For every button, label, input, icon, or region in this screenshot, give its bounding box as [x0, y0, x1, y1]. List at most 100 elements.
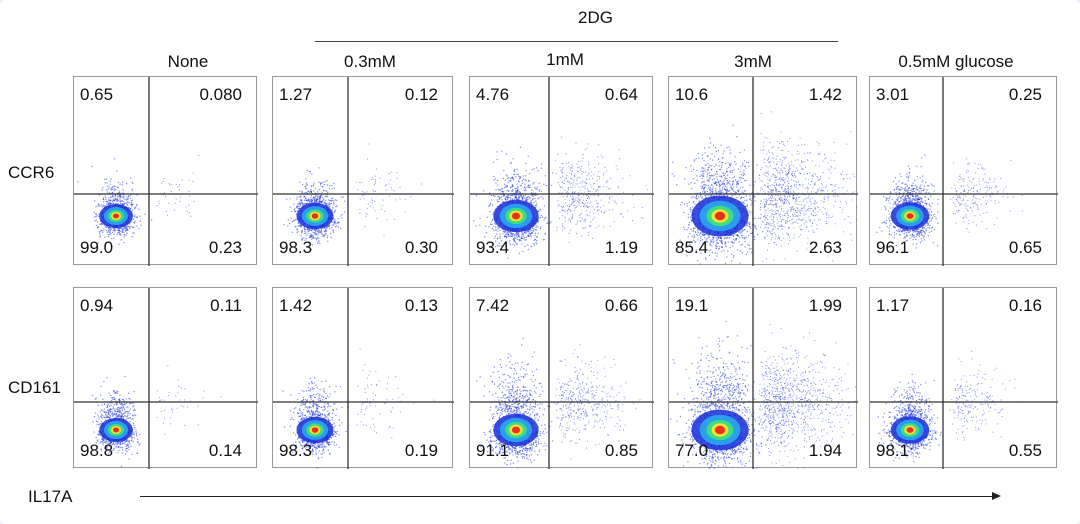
event-dot — [729, 184, 731, 186]
event-dot — [711, 169, 713, 171]
event-dot — [498, 242, 500, 244]
event-dot — [535, 194, 537, 196]
event-dot — [336, 225, 338, 227]
event-dot — [523, 178, 525, 180]
event-dot — [101, 206, 103, 208]
event-dot — [571, 167, 573, 169]
event-dot — [117, 229, 119, 231]
event-dot — [715, 188, 717, 190]
event-dot — [132, 203, 134, 205]
event-dot — [99, 235, 101, 237]
event-dot — [573, 201, 575, 203]
event-dot — [608, 202, 610, 204]
event-dot — [725, 170, 728, 172]
event-dot — [513, 173, 515, 175]
event-dot — [590, 226, 592, 227]
event-dot — [310, 192, 312, 194]
event-dot — [603, 172, 605, 174]
event-dot — [132, 218, 135, 220]
event-dot — [686, 205, 688, 207]
event-dot — [601, 211, 603, 213]
event-dot — [314, 229, 316, 231]
event-dot — [113, 227, 115, 229]
event-dot — [522, 175, 525, 177]
event-dot — [579, 220, 581, 222]
event-dot — [632, 194, 634, 196]
event-dot — [571, 202, 573, 204]
event-dot — [327, 225, 329, 227]
event-dot — [760, 200, 762, 202]
event-dot — [507, 182, 509, 184]
event-dot — [736, 181, 738, 183]
event-dot — [718, 186, 721, 188]
event-dot — [537, 226, 539, 228]
event-dot — [699, 175, 701, 177]
event-dot — [539, 216, 541, 219]
event-dot — [573, 182, 575, 184]
event-dot — [117, 227, 119, 229]
event-dot — [515, 192, 517, 194]
event-dot — [484, 236, 486, 238]
event-dot — [117, 181, 120, 183]
event-dot — [323, 231, 325, 233]
event-dot — [306, 169, 308, 171]
event-dot — [515, 191, 517, 193]
event-dot — [722, 161, 724, 164]
event-dot — [754, 227, 756, 229]
event-dot — [587, 231, 589, 233]
event-dot — [690, 182, 692, 184]
event-dot — [721, 164, 723, 166]
event-dot — [515, 189, 517, 191]
event-dot — [723, 150, 725, 152]
event-dot — [316, 198, 318, 200]
event-dot — [535, 242, 537, 244]
event-dot — [726, 188, 728, 190]
event-dot — [534, 239, 536, 241]
event-dot — [720, 236, 722, 238]
event-dot — [642, 207, 643, 208]
event-dot — [314, 201, 316, 203]
event-dot — [721, 162, 723, 164]
event-dot — [604, 167, 606, 168]
event-dot — [301, 238, 303, 241]
event-dot — [578, 194, 580, 196]
event-dot — [316, 230, 318, 232]
event-dot — [518, 175, 520, 178]
event-dot — [175, 198, 177, 200]
event-dot — [572, 195, 574, 197]
event-dot — [689, 233, 691, 235]
event-dot — [319, 242, 321, 244]
event-dot — [319, 230, 321, 233]
event-dot — [574, 204, 576, 206]
event-dot — [189, 212, 190, 213]
event-dot — [598, 144, 600, 146]
event-dot — [483, 190, 485, 192]
event-dot — [124, 229, 127, 231]
event-dot — [541, 163, 543, 165]
event-dot — [110, 178, 112, 180]
event-dot — [374, 210, 376, 212]
event-dot — [703, 181, 705, 183]
event-dot — [557, 182, 559, 183]
event-dot — [294, 210, 296, 212]
event-dot — [109, 234, 111, 236]
event-dot — [130, 200, 132, 202]
event-dot — [318, 229, 321, 231]
event-dot — [514, 244, 516, 246]
event-dot — [543, 183, 545, 185]
event-dot — [495, 229, 497, 231]
event-dot — [737, 182, 740, 184]
event-dot — [297, 203, 300, 205]
event-dot — [305, 188, 307, 190]
event-dot — [746, 199, 748, 201]
event-dot — [493, 229, 495, 231]
event-dot — [303, 195, 305, 197]
event-dot — [578, 186, 580, 188]
event-dot — [127, 225, 129, 227]
event-dot — [565, 177, 567, 179]
event-dot — [516, 199, 518, 201]
event-dot — [320, 230, 322, 232]
event-dot — [538, 189, 540, 191]
event-dot — [728, 237, 731, 239]
event-dot — [513, 239, 515, 241]
